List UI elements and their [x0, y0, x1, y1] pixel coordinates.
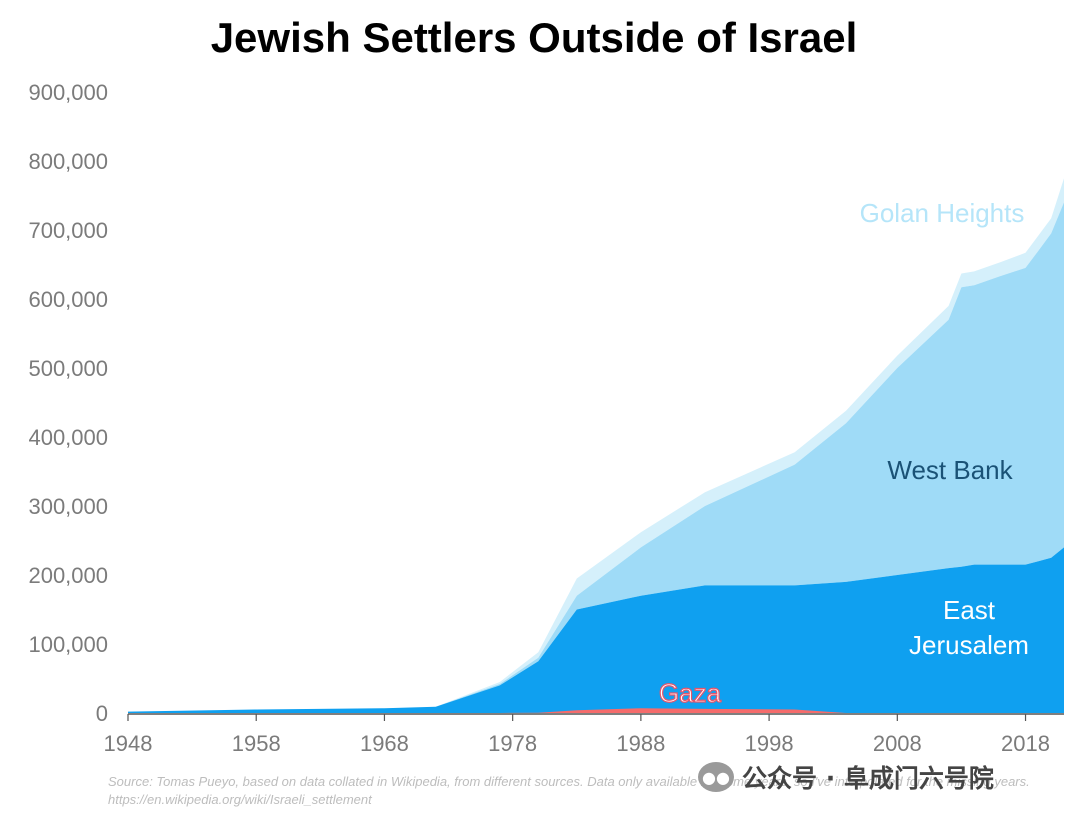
y-tick-label: 0	[96, 701, 108, 726]
area-gaza	[128, 708, 1064, 713]
y-tick-label: 100,000	[28, 632, 108, 657]
source-note: Source: Tomas Pueyo, based on data colla…	[108, 774, 1030, 807]
y-axis-ticks: 900,000 800,000 700,000 600,000 500,000 400,0…	[28, 80, 108, 726]
x-tick-label: 1958	[232, 731, 281, 756]
watermark: ●● 公众号 · 阜成门六号院	[698, 758, 994, 796]
area-east-jerusalem	[128, 547, 1064, 713]
x-tick-label: 1998	[745, 731, 794, 756]
x-tick-label: 1988	[616, 731, 665, 756]
x-tick-label: 1978	[488, 731, 537, 756]
y-tick-label: 200,000	[28, 563, 108, 588]
series-label-golan-heights: Golan Heights	[860, 198, 1025, 228]
area-west-bank	[128, 202, 1064, 712]
y-tick-label: 600,000	[28, 287, 108, 312]
x-axis-ticks: 1948 1958 1968 1978 1988 1998 2008 2018	[104, 714, 1050, 756]
y-tick-label: 300,000	[28, 494, 108, 519]
series-label-east-jerusalem-line1: East	[943, 595, 996, 625]
y-tick-label: 500,000	[28, 356, 108, 381]
y-tick-label: 800,000	[28, 149, 108, 174]
y-tick-label: 700,000	[28, 218, 108, 243]
chart-title: Jewish Settlers Outside of Israel	[210, 14, 858, 61]
series-label-gaza: Gaza	[659, 678, 722, 708]
series-label-west-bank: West Bank	[887, 455, 1013, 485]
y-tick-label: 400,000	[28, 425, 108, 450]
watermark-text: 公众号 · 阜成门六号院	[742, 764, 994, 793]
x-tick-label: 2008	[873, 731, 922, 756]
area-series	[128, 178, 1064, 713]
series-label-east-jerusalem-line2: Jerusalem	[909, 630, 1029, 660]
x-tick-label: 1948	[104, 731, 153, 756]
y-tick-label: 900,000	[28, 80, 108, 105]
wechat-icon: ●●	[698, 762, 734, 792]
x-tick-label: 2018	[1001, 731, 1050, 756]
x-tick-label: 1968	[360, 731, 409, 756]
